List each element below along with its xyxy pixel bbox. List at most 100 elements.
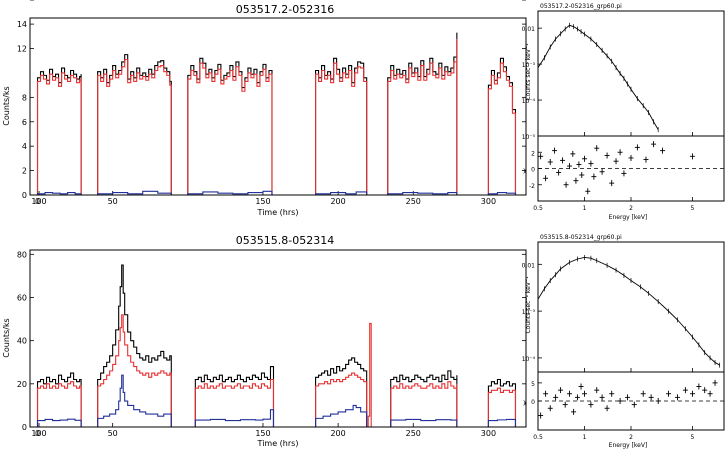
spec-bottom-plot: 0.01 10⁻³ 10⁻⁴ [522,254,721,372]
series-line [487,62,517,195]
lc-bottom-title: 053515.8-052314 [236,234,334,247]
series-line [194,409,275,427]
y-tick-label: 0.01 [522,262,536,269]
x-tick-label: 300 [481,197,496,206]
series-line [315,404,368,427]
series-line [194,378,275,427]
y-tick-label: 14 [17,20,27,29]
y-tick-label: 10⁻⁴ [522,98,536,105]
resid-top-plot: 0.5 1 2 5 2 0 -2 [529,141,724,212]
resid-top-frame [537,135,725,202]
series-line [487,387,517,427]
x-tick-label: 0.5 [533,205,543,212]
series-line [97,374,172,427]
y-tick-label: 10⁻⁴ [522,356,536,363]
series-line [487,192,517,195]
y-tick-label: -2 [529,183,535,190]
lc-top-plot: 0 50 100 150 200 250 300 0 2 4 6 8 10 12 14 [17,0,526,206]
y-tick-label: 0.01 [522,26,536,33]
series-line [36,72,82,195]
y-tick-label: 0 [22,423,27,432]
lc-bottom-ylabel: Counts/ks [2,318,11,357]
y-tick-label: 80 [17,250,27,259]
y-tick-label: 40 [17,337,27,346]
x-tick-label: 200 [330,429,345,438]
x-tick-label: 200 [330,197,345,206]
x-tick-label: 0.5 [533,434,543,441]
resid-bottom-frame [537,371,725,431]
y-tick-label: 5 [531,381,535,388]
resid-bottom-xlabel: Energy [keV] [609,442,648,449]
y-tick-label: 10⁻³ [522,309,536,316]
series-line [187,57,273,195]
y-tick-label: 0 [22,191,27,200]
series-line [97,58,172,195]
series-line [36,381,82,427]
x-tick-label: 150 [255,429,270,438]
y-tick-label: 6 [22,118,27,127]
y-tick-label: 60 [17,293,27,302]
series-line [187,62,273,195]
series-line [487,378,517,427]
series-line [315,57,368,195]
x-tick-label: 0 [35,197,40,206]
x-tick-label: 5 [691,205,695,212]
series-line [487,418,517,427]
lc-top-xlabel: Time (hrs) [257,208,299,217]
series-line [36,418,82,427]
series-line [367,322,372,427]
resid-top-xlabel: Energy [keV] [609,214,648,221]
series-line [387,38,458,195]
lc-top-frame [29,17,527,196]
x-tick-label: 5 [691,434,695,441]
lc-bottom-plot: 0 50 100 150 200 250 300 0 20 40 60 80 [17,250,526,438]
y-tick-label: 2 [22,167,27,176]
x-tick-label: 1 [583,205,587,212]
series-line [194,366,275,427]
x-tick-label: 100 [31,429,46,438]
resid-bottom-ylabel: χ [523,399,527,406]
series-line [537,24,659,130]
x-tick-label: 250 [406,429,421,438]
series-line [315,357,368,427]
series-line [36,67,82,195]
x-tick-label: 1 [583,434,587,441]
x-tick-label: 50 [108,197,118,206]
y-tick-label: 0 [531,167,535,174]
spec-bottom-title: 053515.8-052314_grp60.pi [540,234,622,241]
series-line [387,192,458,195]
y-tick-label: 0 [531,399,535,406]
spec-top-frame [537,10,725,137]
resid-top-ylabel: χ [523,167,527,174]
spec-bottom-frame [537,241,725,373]
x-tick-label: 250 [406,197,421,206]
x-tick-label: 100 [31,197,46,206]
y-tick-label: 8 [22,93,27,102]
x-tick-label: 50 [108,429,118,438]
y-tick-label: 20 [17,380,27,389]
x-tick-label: 2 [629,434,633,441]
series-line [97,314,172,427]
series-line [97,190,172,195]
series-line [390,370,458,427]
spec-bottom-ylabel: Counts sec⁻¹ keV⁻¹ [525,276,532,334]
x-tick-label: 0 [35,429,40,438]
lc-top-ylabel: Counts/ks [2,86,11,125]
lc-top-title: 053517.2-052316 [236,3,334,16]
spec-top-ylabel: Counts sec⁻¹ keV⁻¹ [525,43,532,101]
series-line [387,32,458,195]
series-line [390,418,458,427]
series-line [390,381,458,427]
series-line [315,191,368,195]
series-line [97,54,172,195]
y-tick-label: 10⁻⁵ [522,134,536,141]
x-tick-label: 150 [255,197,270,206]
series-line [315,62,368,195]
series-line [36,192,82,195]
x-tick-label: 300 [481,429,496,438]
series-line [36,372,82,427]
y-tick-label: 2 [531,150,535,157]
series-line [315,372,368,427]
x-tick-label: 2 [629,205,633,212]
